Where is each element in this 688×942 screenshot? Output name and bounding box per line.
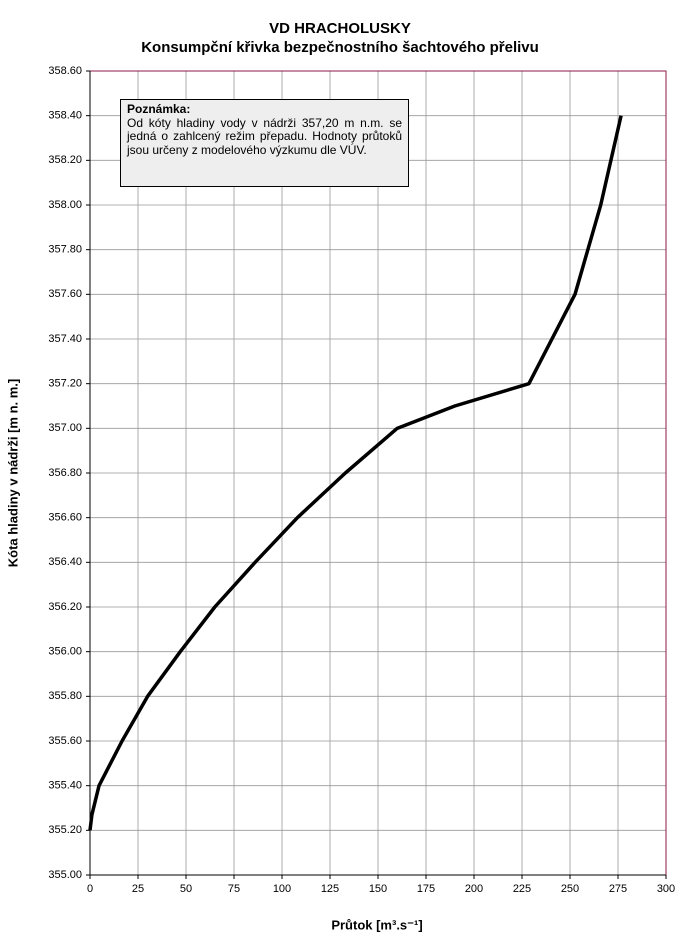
- x-tick-label: 25: [132, 883, 144, 895]
- x-tick-label: 250: [561, 883, 579, 895]
- x-axis-label: Průtok [m³.s⁻¹]: [331, 917, 422, 932]
- y-tick-label: 358.40: [48, 110, 82, 122]
- x-tick-label: 75: [228, 883, 240, 895]
- x-tick-label: 175: [417, 883, 435, 895]
- y-tick-label: 357.20: [48, 378, 82, 390]
- y-tick-label: 358.20: [48, 154, 82, 166]
- plot-frame-top-right: [90, 70, 667, 875]
- y-tick-label: 356.40: [48, 556, 82, 568]
- y-tick-label: 357.60: [48, 288, 82, 300]
- chart-subtitle: Konsumpční křivka bezpečnostního šachtov…: [141, 39, 539, 56]
- y-tick-label: 357.40: [48, 333, 82, 345]
- y-tick-label: 357.00: [48, 422, 82, 434]
- y-tick-label: 356.00: [48, 646, 82, 658]
- annotation: Poznámka: Od kóty hladiny vody v nádrži …: [120, 99, 409, 187]
- y-tick-label: 355.20: [48, 824, 82, 836]
- y-axis-label: Kóta hladiny v nádrži [m n. m.]: [5, 379, 20, 568]
- y-tick-label: 358.60: [48, 65, 82, 77]
- x-tick-label: 100: [273, 883, 291, 895]
- x-tick-label: 225: [513, 883, 531, 895]
- y-tick-label: 355.60: [48, 735, 82, 747]
- x-tick-label: 275: [609, 883, 627, 895]
- y-tick-label: 356.80: [48, 467, 82, 479]
- y-tick-label: 355.80: [48, 690, 82, 702]
- data-line: [88, 115, 623, 831]
- annotation-text: Od kóty hladiny vody v nádrži 357,20 m n…: [127, 115, 402, 157]
- y-tick-label: 355.00: [48, 869, 82, 881]
- chart-title: VD HRACHOLUSKY: [269, 20, 411, 37]
- y-tick-label: 355.40: [48, 780, 82, 792]
- y-tick-label: 357.80: [48, 244, 82, 256]
- annotation-title: Poznámka:: [127, 102, 191, 116]
- x-tick-label: 150: [369, 883, 387, 895]
- y-tick-label: 356.60: [48, 512, 82, 524]
- x-tick-label: 50: [180, 883, 192, 895]
- x-tick-label: 200: [465, 883, 483, 895]
- plot-axes: [89, 71, 666, 876]
- x-tick-label: 300: [657, 883, 675, 895]
- x-tick-label: 0: [87, 883, 93, 895]
- y-tick-label: 356.20: [48, 601, 82, 613]
- y-tick-label: 358.00: [48, 199, 82, 211]
- x-tick-label: 125: [321, 883, 339, 895]
